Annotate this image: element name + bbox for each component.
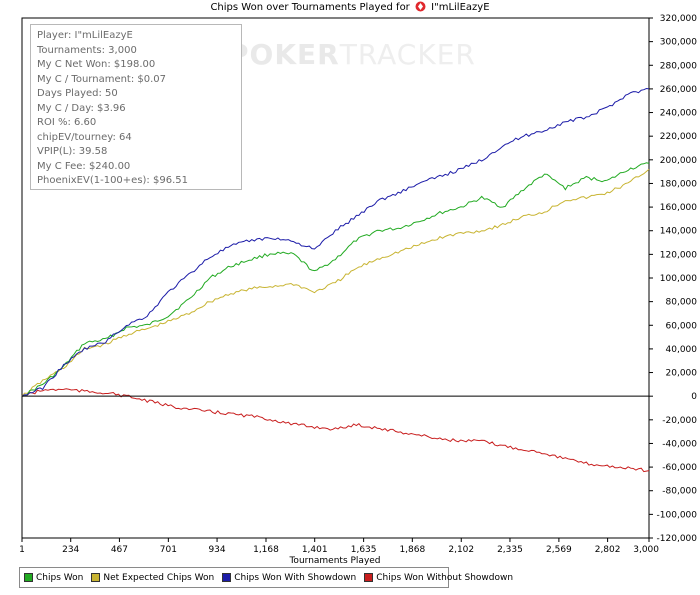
y-axis: -120,000 -100,000 -80,000 -60,000 -40,000 -20… <box>649 14 697 544</box>
stat-roi: ROI %: 6.60 <box>37 117 97 128</box>
x-tick-label: 1 <box>19 545 25 555</box>
stat-player: Player: I"mLilEazyE <box>37 30 133 41</box>
legend-label: Net Expected Chips Won <box>103 572 215 583</box>
y-tick-label: 0 <box>691 392 697 402</box>
x-tick-label: 234 <box>62 545 79 555</box>
chart-title-prefix: Chips Won over Tournaments Played for <box>210 2 410 13</box>
legend-item-without-showdown[interactable]: Chips Won Without Showdown <box>364 573 513 583</box>
y-tick-label: -100,000 <box>657 510 698 520</box>
y-tick-label: 100,000 <box>660 274 697 284</box>
stats-box: Player: I"mLilEazyE Tournaments: 3,000 M… <box>30 24 242 190</box>
stat-per-day: My C / Day: $3.96 <box>37 102 126 114</box>
watermark-light: TRACKER <box>339 38 476 71</box>
x-tick-label: 467 <box>111 545 128 555</box>
stat-per-tournament: My C / Tournament: $0.07 <box>37 73 167 85</box>
watermark-bold: POKER <box>228 38 340 71</box>
x-tick-label: 701 <box>160 545 177 555</box>
y-tick-label: 60,000 <box>666 321 698 331</box>
series-line-chips-won <box>21 162 650 397</box>
legend-swatch <box>24 573 33 582</box>
series-line-chips-won-without-showdown <box>21 388 650 473</box>
y-tick-label: -120,000 <box>657 534 698 544</box>
stat-net-won: My C Net Won: $198.00 <box>37 59 156 70</box>
legend-swatch <box>222 573 232 582</box>
x-tick-label: 3,000 <box>633 545 659 555</box>
y-tick-label: 240,000 <box>660 109 697 119</box>
stat-tournaments: Tournaments: 3,000 <box>37 44 137 56</box>
y-tick-label: 200,000 <box>660 156 697 166</box>
stat-chipev: chipEV/tourney: 64 <box>37 131 132 143</box>
legend-label: Chips Won With Showdown <box>234 572 357 583</box>
watermark: POKERTRACKER <box>228 38 476 71</box>
y-tick-label: 120,000 <box>660 250 697 260</box>
x-axis: 1 234 467 701 934 1,168 1,401 1,635 1,868 2,102 2,… <box>19 538 659 555</box>
legend-item-net-expected[interactable]: Net Expected Chips Won <box>91 573 214 583</box>
x-tick-label: 934 <box>208 545 225 555</box>
legend: Chips Won Net Expected Chips Won Chips W… <box>19 567 513 588</box>
pokertracker-logo-icon <box>415 1 426 12</box>
y-tick-label: 300,000 <box>660 38 697 48</box>
series-line-chips-won-with-showdown <box>21 87 650 397</box>
y-tick-label: -80,000 <box>662 487 697 497</box>
y-tick-label: -20,000 <box>662 416 697 426</box>
y-tick-label: 320,000 <box>660 14 697 24</box>
x-axis-title: Tournaments Played <box>288 556 380 566</box>
legend-item-with-showdown[interactable]: Chips Won With Showdown <box>222 573 356 583</box>
y-tick-label: 180,000 <box>660 179 697 189</box>
y-tick-label: -60,000 <box>662 463 697 473</box>
y-tick-label: 280,000 <box>660 61 697 71</box>
x-tick-label: 2,102 <box>448 545 474 555</box>
legend-label: Chips Won Without Showdown <box>376 572 514 583</box>
x-tick-label: 2,802 <box>595 545 621 555</box>
stat-phoenixev: PhoenixEV(1-100+es): $96.51 <box>37 175 188 186</box>
series-line-net-expected-chips-won <box>21 168 650 397</box>
x-tick-label: 1,635 <box>351 545 377 555</box>
y-tick-label: 40,000 <box>666 345 698 355</box>
x-tick-label: 1,401 <box>302 545 328 555</box>
stat-days-played: Days Played: 50 <box>37 88 118 99</box>
x-tick-label: 2,335 <box>497 545 523 555</box>
y-tick-label: -40,000 <box>662 439 697 449</box>
legend-item-chips-won[interactable]: Chips Won <box>24 573 83 583</box>
y-tick-label: 220,000 <box>660 132 697 142</box>
x-tick-label: 2,569 <box>546 545 572 555</box>
legend-swatch <box>364 573 374 582</box>
legend-label: Chips Won <box>36 572 84 583</box>
stat-vpip: VPIP(L): 39.58 <box>37 146 108 157</box>
stat-fee: My C Fee: $240.00 <box>37 160 131 172</box>
y-tick-label: 260,000 <box>660 85 697 95</box>
chart-title-player: I"mLilEazyE <box>431 2 490 13</box>
y-tick-label: 20,000 <box>666 369 698 379</box>
chart-title: Chips Won over Tournaments Played for I"… <box>0 0 700 16</box>
y-tick-label: 80,000 <box>666 298 698 308</box>
y-tick-label: 140,000 <box>660 227 697 237</box>
y-tick-label: 160,000 <box>660 203 697 213</box>
series-layer <box>21 87 650 473</box>
legend-swatch <box>91 573 101 582</box>
x-tick-label: 1,868 <box>399 545 425 555</box>
x-tick-label: 1,168 <box>253 545 279 555</box>
